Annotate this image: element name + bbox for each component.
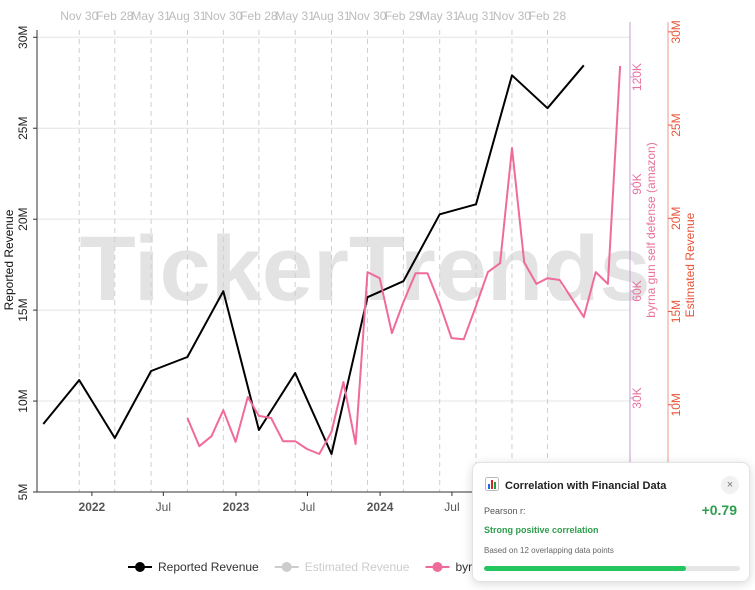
x-tick-label: 2024: [367, 500, 394, 514]
pearson-value: +0.79: [701, 502, 737, 518]
y2-tick-label: 120K: [630, 63, 644, 91]
strength: Strong positive correlation: [484, 525, 599, 535]
y-tick-label: 25M: [16, 117, 30, 140]
x2-tick-label: Feb 29: [385, 9, 423, 23]
x-tick-label: 2023: [223, 500, 250, 514]
y-tick-label: 10M: [16, 389, 30, 412]
y-tick-label: 30M: [16, 26, 30, 49]
y3-tick-label: 10M: [669, 393, 683, 416]
x2-tick-label: May 31: [131, 9, 171, 23]
x-tick-label: Jul: [444, 500, 459, 514]
x2-tick-label: Nov 30: [348, 9, 386, 23]
x-tick-label: 2022: [79, 500, 106, 514]
y-tick-label: 5M: [16, 484, 30, 501]
y-tick-label: 15M: [16, 298, 30, 321]
legend-label: Estimated Revenue: [305, 560, 410, 574]
y-axis-label: Reported Revenue: [2, 209, 16, 310]
y2-tick-label: 60K: [630, 280, 644, 301]
note: Based on 12 overlapping data points: [484, 546, 614, 555]
x2-tick-label: Aug 31: [457, 9, 495, 23]
legend-label: Reported Revenue: [158, 560, 259, 574]
correlation-popup: Correlation with Financial Data × Pearso…: [472, 462, 750, 582]
y3-tick-label: 20M: [669, 207, 683, 230]
close-button[interactable]: ×: [721, 476, 739, 494]
x2-tick-label: Feb 28: [240, 9, 278, 23]
y3-tick-label: 30M: [669, 20, 683, 43]
x2-tick-label: Nov 30: [204, 9, 242, 23]
x2-tick-label: May 31: [420, 9, 460, 23]
y3-axis-label: Estimated Revenue: [683, 212, 697, 317]
progress-track: [484, 566, 740, 571]
y3-tick-label: 15M: [669, 300, 683, 323]
progress-fill: [484, 566, 687, 571]
legend-marker: [135, 562, 145, 572]
x2-tick-label: Nov 30: [493, 9, 531, 23]
pearson-label: Pearson r:: [484, 506, 526, 516]
x-tick-label: Jul: [300, 500, 315, 514]
y2-axis-label: byrna gun self defense (amazon): [644, 142, 658, 317]
x2-tick-label: Nov 30: [60, 9, 98, 23]
y3-tick-label: 25M: [669, 113, 683, 136]
series-line: [42, 64, 585, 455]
x-tick-label: Jul: [156, 500, 171, 514]
legend-marker: [432, 562, 443, 572]
y-tick-label: 20M: [16, 207, 30, 230]
x2-tick-label: Aug 31: [313, 9, 351, 23]
x2-tick-label: May 31: [276, 9, 316, 23]
chart-icon: [485, 477, 499, 491]
series-line: [186, 65, 622, 455]
y2-tick-label: 30K: [630, 387, 644, 408]
x2-tick-label: Feb 28: [529, 9, 567, 23]
popup-title: Correlation with Financial Data: [505, 480, 667, 492]
legend-marker: [281, 562, 292, 572]
x2-tick-label: Aug 31: [168, 9, 206, 23]
y2-tick-label: 90K: [630, 173, 644, 194]
x2-tick-label: Feb 28: [96, 9, 134, 23]
